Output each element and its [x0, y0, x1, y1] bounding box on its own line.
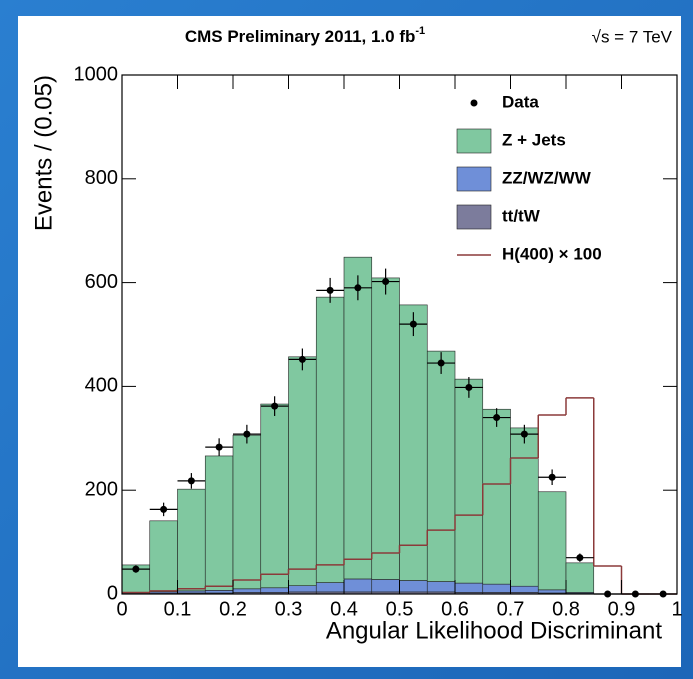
data-point [132, 565, 140, 573]
histogram-bar [371, 579, 400, 593]
histogram-bar [565, 562, 595, 593]
histogram-bar [510, 585, 539, 593]
x-tick-label: 0.1 [164, 598, 192, 620]
energy-label: √s = 7 TeV [592, 27, 673, 46]
histogram-bar [343, 578, 373, 593]
data-point [187, 477, 195, 485]
histogram-bar [204, 590, 234, 594]
y-tick-label: 0 [107, 582, 118, 604]
data-point [548, 473, 556, 481]
x-tick-label: 0.4 [330, 598, 358, 620]
histogram-bar [288, 356, 317, 586]
y-tick-label: 600 [85, 271, 118, 293]
title-superscript: -1 [415, 25, 425, 37]
data-point [382, 278, 390, 286]
x-tick-label: 0 [116, 598, 127, 620]
data-point [326, 286, 334, 294]
histogram-bar [315, 296, 345, 583]
histogram-bar [149, 520, 178, 593]
data-point [576, 554, 584, 562]
x-tick-label: 0.9 [608, 598, 636, 620]
legend-swatch [456, 128, 492, 154]
histogram-bar [177, 590, 206, 594]
legend-marker [470, 99, 478, 107]
legend-label: H(400) × 100 [502, 244, 602, 263]
x-tick-label: 0.7 [497, 598, 525, 620]
data-point [243, 430, 251, 438]
x-axis-label: Angular Likelihood Discriminant [326, 617, 662, 644]
x-tick-label: 0.6 [441, 598, 469, 620]
legend-label: Data [502, 92, 539, 111]
histogram-bar [232, 434, 262, 590]
histogram-bar [454, 378, 484, 584]
data-point [160, 505, 168, 513]
data-point [409, 320, 417, 328]
histogram-bar [537, 491, 567, 591]
data-point [520, 430, 528, 438]
histogram-bar [426, 581, 456, 593]
data-point [465, 383, 473, 391]
legend-swatch [456, 204, 492, 230]
data-point [354, 284, 362, 292]
legend-swatch [456, 166, 492, 192]
histogram-bar [399, 304, 428, 581]
data-point [215, 443, 223, 451]
legend-label: tt/tW [502, 206, 541, 225]
histogram-bar [454, 582, 484, 593]
x-tick-label: 1 [671, 598, 682, 620]
histogram-bar [260, 403, 289, 589]
y-tick-label: 1000 [74, 63, 119, 85]
x-tick-label: 0.5 [386, 598, 414, 620]
histogram-bar [482, 583, 511, 593]
histogram-bar [343, 256, 373, 580]
histogram-bar [315, 582, 345, 593]
y-tick-label: 400 [85, 375, 118, 397]
data-point [298, 355, 306, 363]
histogram-bar [510, 427, 539, 587]
histogram-bar [482, 408, 511, 585]
histogram-bar [426, 350, 456, 582]
histogram-bar [204, 455, 234, 591]
histogram-bar [288, 585, 317, 593]
histogram-bar [537, 589, 567, 594]
data-point [271, 402, 279, 410]
x-tick-label: 0.2 [219, 598, 247, 620]
y-tick-label: 800 [85, 167, 118, 189]
histogram-bar [232, 588, 262, 593]
legend-label: ZZ/WZ/WW [502, 168, 592, 187]
legend-label: Z + Jets [502, 130, 566, 149]
title-text: CMS Preliminary 2011, 1.0 fb [185, 27, 416, 46]
y-axis-label: Events / (0.05) [30, 75, 57, 231]
data-point [437, 359, 445, 367]
histogram-bar [260, 587, 289, 593]
histogram-bar [399, 580, 428, 593]
chart-title: CMS Preliminary 2011, 1.0 fb-1 [185, 25, 425, 47]
histogram-bar [371, 277, 400, 580]
x-tick-label: 0.3 [275, 598, 303, 620]
x-tick-label: 0.8 [552, 598, 580, 620]
data-point [493, 414, 501, 422]
y-tick-label: 200 [85, 478, 118, 500]
histogram-bar [177, 488, 206, 592]
